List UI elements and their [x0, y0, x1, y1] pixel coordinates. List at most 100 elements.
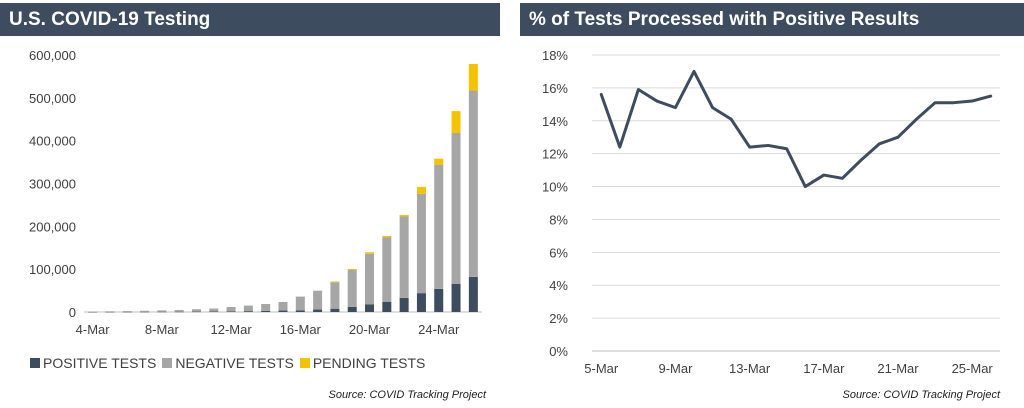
- bar-negative-tests: [347, 270, 357, 307]
- bar-pending-tests: [416, 186, 426, 194]
- legend-swatch-positive: [30, 358, 40, 368]
- bar-pending-tests: [399, 214, 409, 217]
- y-tick-label: 10%: [542, 180, 568, 195]
- bar-negative-tests: [365, 253, 375, 305]
- legend-label-positive: POSITIVE TESTS: [43, 355, 157, 371]
- bar-negative-tests: [416, 193, 426, 294]
- y-tick-label: 6%: [549, 245, 568, 260]
- bar-pending-tests: [434, 158, 444, 165]
- y-tick-label: 500,000: [29, 91, 76, 106]
- x-tick-label: 9-Mar: [658, 361, 693, 376]
- positive-rate-chart-panel: % of Tests Processed with Positive Resul…: [520, 0, 1024, 408]
- y-tick-label: 16%: [542, 81, 568, 96]
- positive-rate-chart-title: % of Tests Processed with Positive Resul…: [520, 3, 1024, 36]
- bar-positive-tests: [295, 310, 305, 312]
- legend-label-pending: PENDING TESTS: [312, 355, 426, 371]
- bar-positive-tests: [191, 311, 201, 313]
- bar-positive-tests: [105, 311, 115, 313]
- bar-negative-tests: [451, 132, 461, 284]
- legend-item-negative: NEGATIVE TESTS: [162, 355, 294, 371]
- x-tick-label: 25-Mar: [952, 361, 994, 376]
- bar-negative-tests: [434, 164, 444, 289]
- legend-item-positive: POSITIVE TESTS: [30, 355, 156, 371]
- testing-chart-source: Source: COVID Tracking Project: [328, 389, 486, 401]
- bar-positive-tests: [243, 311, 253, 312]
- bar-negative-tests: [243, 305, 253, 312]
- bar-pending-tests: [382, 235, 392, 238]
- bar-pending-tests: [451, 111, 461, 133]
- testing-bar-chart: 0 100,000 200,000 300,000 400,000 500,000 600,…: [29, 48, 482, 337]
- y-tick-label: 2%: [549, 311, 568, 326]
- bar-negative-tests: [88, 311, 98, 312]
- bar-positive-tests: [434, 288, 444, 312]
- bar-positive-tests: [347, 306, 357, 312]
- bar-positive-tests: [278, 310, 288, 312]
- y-tick-label: 18%: [542, 48, 568, 63]
- bar-positive-tests: [416, 293, 426, 312]
- bar-positive-tests: [174, 311, 184, 313]
- bar-pending-tests: [468, 64, 478, 91]
- y-tick-label: 400,000: [29, 134, 76, 149]
- bar-positive-tests: [451, 283, 461, 312]
- x-tick-label: 13-Mar: [729, 361, 771, 376]
- y-tick-label: 14%: [542, 114, 568, 129]
- bar-positive-tests: [88, 311, 98, 313]
- x-tick-label: 12-Mar: [210, 322, 252, 337]
- x-tick-label: 21-Mar: [877, 361, 919, 376]
- y-tick-label: 0: [69, 305, 76, 320]
- y-tick-label: 8%: [549, 212, 568, 227]
- x-tick-label: 8-Mar: [145, 322, 180, 337]
- bar-negative-tests: [295, 296, 305, 311]
- bar-positive-tests: [157, 311, 167, 313]
- legend-swatch-pending: [299, 358, 310, 368]
- bar-negative-tests: [261, 303, 271, 311]
- bar-negative-tests: [278, 301, 288, 311]
- bar-negative-tests: [191, 309, 201, 312]
- x-tick-label: 5-Mar: [584, 361, 619, 376]
- bar-pending-tests: [347, 268, 357, 271]
- bar-negative-tests: [468, 90, 478, 277]
- y-tick-label: 0%: [549, 344, 568, 359]
- bar-positive-tests: [313, 309, 323, 312]
- y-tick-label: 300,000: [29, 177, 76, 192]
- legend-label-negative: NEGATIVE TESTS: [175, 355, 294, 371]
- testing-chart-legend: POSITIVE TESTS NEGATIVE TESTS PENDING TE…: [30, 355, 431, 371]
- bar-positive-tests: [261, 310, 271, 312]
- legend-item-pending: PENDING TESTS: [299, 355, 426, 371]
- y-tick-label: 4%: [549, 278, 568, 293]
- bar-positive-tests: [365, 304, 375, 312]
- bar-negative-tests: [157, 310, 167, 312]
- bar-negative-tests: [140, 310, 150, 312]
- bar-negative-tests: [330, 282, 340, 309]
- y-tick-label: 600,000: [29, 48, 76, 63]
- y-tick-label: 200,000: [29, 219, 76, 234]
- bar-positive-tests: [226, 311, 236, 312]
- x-tick-label: 16-Mar: [280, 322, 322, 337]
- bar-negative-tests: [313, 290, 323, 310]
- bar-positive-tests: [399, 297, 409, 312]
- y-tick-label: 100,000: [29, 262, 76, 277]
- bar-negative-tests: [399, 216, 409, 298]
- series-line-positive-rate: [599, 69, 993, 189]
- bar-pending-tests: [365, 252, 375, 254]
- bar-positive-tests: [330, 308, 340, 312]
- bar-negative-tests: [174, 309, 184, 312]
- legend-swatch-negative: [162, 358, 173, 368]
- bar-negative-tests: [122, 311, 132, 312]
- positive-rate-line-chart: 0% 2% 4% 6% 8% 10% 12% 14% 16% 18% 5-Mar 9-Mar 13-Ma…: [542, 48, 1000, 376]
- bar-positive-tests: [468, 276, 478, 312]
- bar-pending-tests: [330, 281, 340, 283]
- positive-rate-chart-source: Source: COVID Tracking Project: [842, 389, 1000, 401]
- bar-negative-tests: [226, 307, 236, 312]
- testing-chart-title: U.S. COVID-19 Testing: [0, 3, 500, 36]
- testing-chart-panel: U.S. COVID-19 Testing 0 100,000 200,000 300…: [0, 0, 500, 408]
- x-tick-label: 20-Mar: [349, 322, 391, 337]
- bar-negative-tests: [209, 308, 219, 312]
- bar-negative-tests: [105, 311, 115, 312]
- bar-positive-tests: [382, 301, 392, 312]
- x-tick-label: 24-Mar: [418, 322, 460, 337]
- y-tick-label: 12%: [542, 147, 568, 162]
- bar-negative-tests: [382, 237, 392, 302]
- bar-positive-tests: [122, 311, 132, 313]
- bar-positive-tests: [209, 311, 219, 313]
